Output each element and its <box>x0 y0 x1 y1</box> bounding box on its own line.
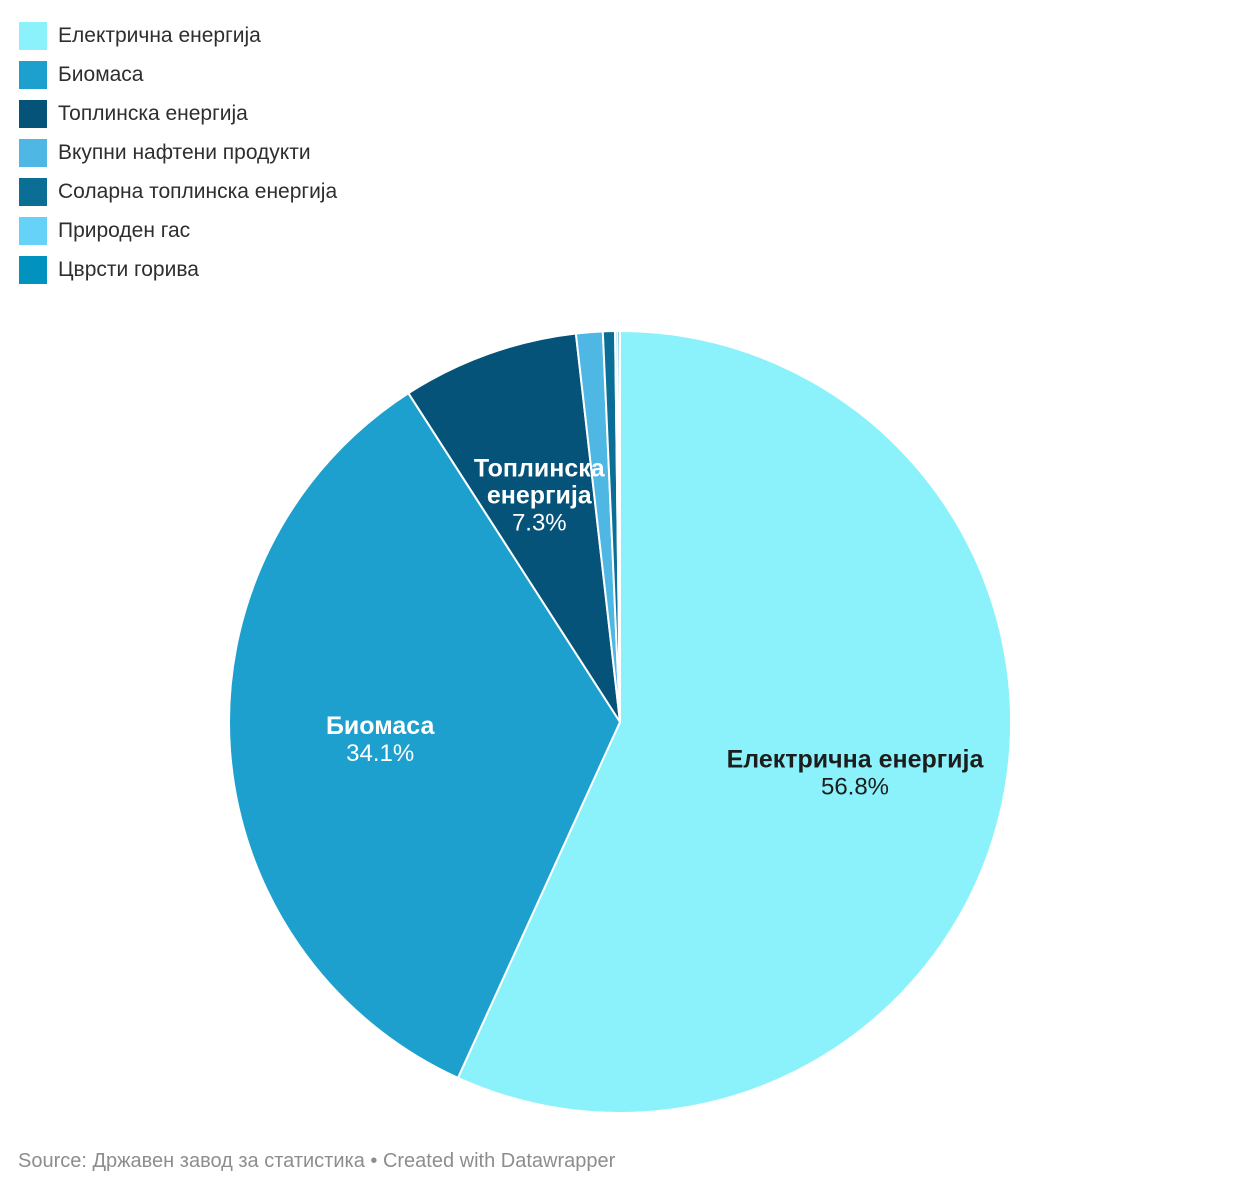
legend: Електрична енергија Биомаса Топлинска енер… <box>19 22 337 295</box>
legend-item-6: Природен гас <box>19 217 337 245</box>
legend-item-3: Топлинска енергија <box>19 100 337 128</box>
legend-swatch <box>19 178 47 206</box>
legend-item-7: Цврсти горива <box>19 256 337 284</box>
legend-swatch <box>19 217 47 245</box>
pie-slice-label: Топлинска енергија 7.3% <box>474 455 606 537</box>
pie-slice-3 <box>407 332 621 723</box>
legend-label: Природен гас <box>58 219 191 242</box>
legend-label: Електрична енергија <box>58 24 261 47</box>
pie-slice-1 <box>456 330 1012 1114</box>
legend-label: Биомаса <box>58 63 144 86</box>
pie-slice-2 <box>228 392 621 1079</box>
pie-slice-label: Биомаса 34.1% <box>326 712 436 767</box>
legend-swatch <box>19 100 47 128</box>
pie-slice-7 <box>616 330 621 723</box>
legend-item-4: Вкупни нафтени продукти <box>19 139 337 167</box>
source-line: Source: Државен завод за статистика • Cr… <box>18 1150 616 1172</box>
legend-item-2: Биомаса <box>19 61 337 89</box>
legend-swatch <box>19 139 47 167</box>
legend-label: Топлинска енергија <box>58 102 248 125</box>
legend-label: Вкупни нафтени продукти <box>58 141 311 164</box>
pie-slice-label: Електрична енергија 56.8% <box>727 746 985 801</box>
legend-swatch <box>19 22 47 50</box>
legend-swatch <box>19 61 47 89</box>
legend-label: Цврсти горива <box>58 258 199 281</box>
legend-item-1: Електрична енергија <box>19 22 337 50</box>
legend-item-5: Соларна топлинска енергија <box>19 178 337 206</box>
legend-label: Соларна топлинска енергија <box>58 180 338 203</box>
legend-swatch <box>19 256 47 284</box>
